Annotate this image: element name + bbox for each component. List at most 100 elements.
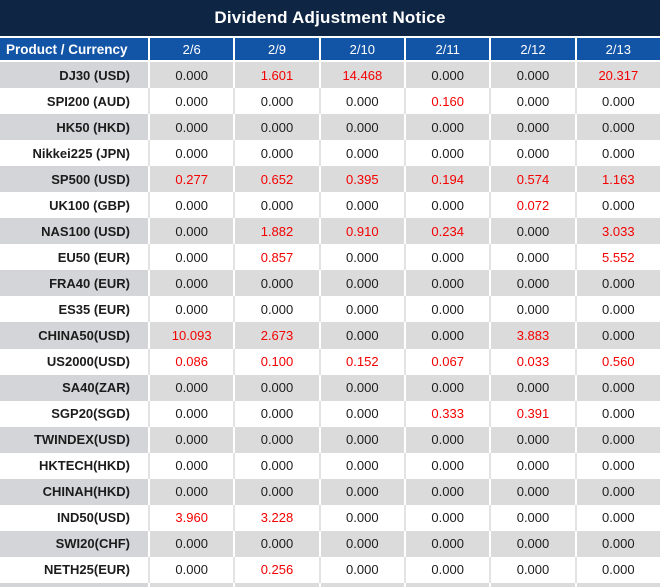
bottom-strip-cell [0,583,148,587]
value-cell: 0.391 [489,400,574,427]
value-cell: 0.000 [233,140,318,167]
table-row: TWINDEX(USD) 0.000 0.000 0.000 0.000 0.000 0.… [0,426,660,453]
value-cell: 0.000 [148,114,234,141]
value-cell: 1.882 [233,218,319,245]
value-cell: 0.000 [148,478,234,505]
value-cell: 0.000 [318,452,404,479]
value-cell: 0.574 [489,166,575,193]
value-cell: 0.000 [489,504,574,531]
value-cell: 0.000 [404,62,490,89]
value-cell: 0.000 [404,452,489,479]
value-cell: 0.000 [148,452,233,479]
value-cell: 0.395 [318,166,404,193]
value-cell: 0.000 [233,88,318,115]
table-header-row: Product / Currency 2/6 2/9 2/10 2/11 2/1… [0,38,660,62]
value-cell: 2.673 [233,322,319,349]
value-cell: 0.000 [404,270,490,297]
value-cell: 0.000 [148,62,234,89]
value-cell: 0.000 [148,192,233,219]
value-cell: 0.000 [233,296,318,323]
value-cell: 0.000 [574,322,660,349]
value-cell: 0.000 [574,270,660,297]
value-cell: 0.000 [148,374,234,401]
value-cell: 0.000 [404,556,489,583]
value-cell: 1.601 [233,62,319,89]
value-cell: 0.000 [574,400,660,427]
table-row: CHINAH(HKD) 0.000 0.000 0.000 0.000 0.000 0.0… [0,478,660,505]
value-cell: 0.910 [318,218,404,245]
value-cell: 0.000 [574,556,660,583]
value-cell: 0.000 [233,192,318,219]
value-cell: 5.552 [574,244,660,271]
value-cell: 0.000 [574,478,660,505]
value-cell: 0.000 [489,530,575,557]
value-cell: 0.000 [489,556,574,583]
value-cell: 3.033 [574,218,660,245]
value-cell: 0.277 [148,166,234,193]
product-cell: SA40(ZAR) [0,374,148,401]
product-cell: UK100 (GBP) [49,197,130,213]
value-cell: 0.000 [489,244,574,271]
bottom-strip-cell [318,583,404,587]
value-cell: 0.072 [489,192,574,219]
value-cell: 0.000 [489,452,574,479]
value-cell: 0.000 [148,400,233,427]
value-cell: 0.000 [148,556,233,583]
table-row: UK100 (GBP) 0.000 0.000 0.000 0.000 0.072 0.0… [0,192,660,219]
value-cell: 1.163 [574,166,660,193]
value-cell: 0.000 [148,530,234,557]
table-body: DJ30 (USD) 0.000 1.601 14.468 0.000 0.000 20.… [0,62,660,583]
value-cell: 0.000 [404,426,490,453]
value-cell: 0.033 [489,348,574,375]
date-header: 2/6 [148,38,233,60]
value-cell: 0.000 [489,140,574,167]
value-cell: 0.194 [404,166,490,193]
table-row: SPI200 (AUD) 0.000 0.000 0.000 0.160 0.000 0.… [0,88,660,115]
value-cell: 0.000 [574,530,660,557]
table-row: FRA40 (EUR) 0.000 0.000 0.000 0.000 0.000 0.0… [0,270,660,297]
value-cell: 0.067 [404,348,489,375]
value-cell: 0.000 [318,478,404,505]
value-cell: 0.086 [148,348,233,375]
product-currency-header: Product / Currency [6,41,128,57]
value-cell: 0.000 [318,296,404,323]
value-cell: 14.468 [318,62,404,89]
value-cell: 0.000 [318,244,404,271]
value-cell: 0.000 [489,218,575,245]
product-cell: US2000(USD) [46,354,130,370]
table-row: SWI20(CHF) 0.000 0.000 0.000 0.000 0.000 0.00… [0,530,660,557]
product-cell: HK50 (HKD) [0,114,148,141]
value-cell: 0.000 [574,452,660,479]
value-cell: 0.000 [318,270,404,297]
value-cell: 0.652 [233,166,319,193]
value-cell: 0.000 [148,140,233,167]
page-title: Dividend Adjustment Notice [214,8,446,27]
value-cell: 0.000 [404,504,489,531]
date-header: 2/13 [574,38,660,60]
product-cell: TWINDEX(USD) [0,426,148,453]
value-cell: 0.000 [404,478,490,505]
table-row: IND50(USD) 3.960 3.228 0.000 0.000 0.000 0.00… [0,504,660,531]
date-header: 2/9 [233,38,318,60]
bottom-clipped-row [0,583,660,587]
bottom-strip-cell [233,583,319,587]
table-row: SA40(ZAR) 0.000 0.000 0.000 0.000 0.000 0.000 [0,374,660,401]
table-row: NETH25(EUR) 0.000 0.256 0.000 0.000 0.000 0.0… [0,556,660,583]
bottom-strip-cell [148,583,234,587]
product-cell: SPI200 (AUD) [46,93,130,109]
product-cell: SGP20(SGD) [51,406,130,422]
table-row: Nikkei225 (JPN) 0.000 0.000 0.000 0.000 0.00… [0,140,660,167]
value-cell: 0.000 [404,192,489,219]
table-row: DJ30 (USD) 0.000 1.601 14.468 0.000 0.000 20.… [0,62,660,89]
value-cell: 0.000 [318,114,404,141]
value-cell: 0.000 [318,504,404,531]
value-cell: 0.000 [233,530,319,557]
value-cell: 0.560 [574,348,660,375]
value-cell: 0.000 [489,114,575,141]
value-cell: 0.000 [233,114,319,141]
table-row: CHINA50(USD) 10.093 2.673 0.000 0.000 3.883 0… [0,322,660,349]
value-cell: 0.000 [404,322,490,349]
value-cell: 20.317 [574,62,660,89]
value-cell: 0.000 [233,478,319,505]
value-cell: 0.000 [148,244,233,271]
